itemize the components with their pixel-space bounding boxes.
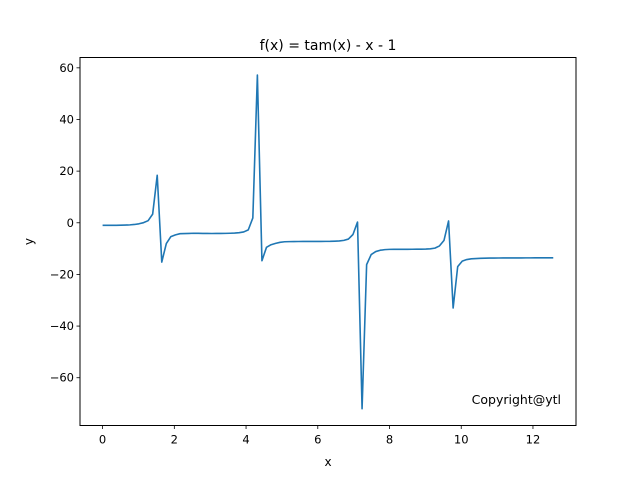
x-tick-label: 6 [314,433,321,447]
y-tick-label: −60 [50,371,74,385]
x-tick-label: 10 [454,433,469,447]
y-tick-label: 40 [59,112,74,126]
y-tick-label: 0 [67,216,74,230]
y-tick-label: −40 [50,319,74,333]
copyright-annotation: Copyright@ytl [472,392,561,407]
tick-group: 0 2 4 6 8 10 12 −60 −40 −20 0 20 40 60 [50,61,541,447]
x-tick-label: 0 [99,433,106,447]
y-tick-label: 60 [59,61,74,75]
y-tick-label: −20 [50,267,74,281]
x-tick-label: 2 [171,433,178,447]
y-tick-label: 20 [59,164,74,178]
chart-title: f(x) = tam(x) - x - 1 [260,38,397,54]
x-tick-label: 4 [242,433,249,447]
series-line-0 [102,74,554,410]
x-axis-label: x [324,455,331,469]
plot-area [102,74,554,410]
x-tick-label: 12 [526,433,541,447]
y-axis-label: y [22,238,36,245]
x-tick-label: 8 [386,433,393,447]
plot-frame [79,57,577,426]
